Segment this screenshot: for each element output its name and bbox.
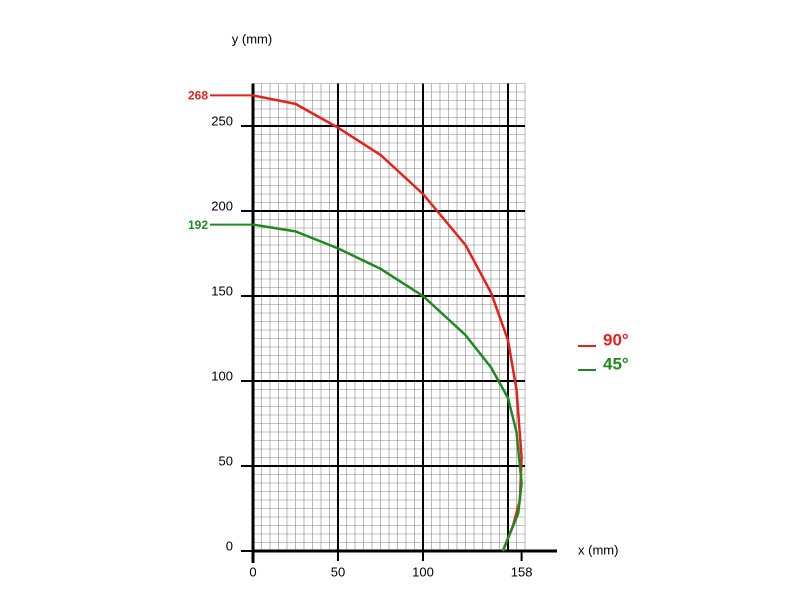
series-line xyxy=(252,94,523,552)
legend-label: 90° xyxy=(603,330,629,349)
annotation-label: 192 xyxy=(188,218,208,232)
y-axis-label: y (mm) xyxy=(232,31,272,46)
series-line xyxy=(252,223,523,552)
legend-label: 45° xyxy=(603,354,629,373)
x-tick-label: 100 xyxy=(412,564,434,579)
y-tick-label: 50 xyxy=(219,453,233,468)
y-tick-label: 150 xyxy=(211,283,233,298)
x-tick-label: 158 xyxy=(511,564,533,579)
y-tick-label: 200 xyxy=(211,198,233,213)
x-tick-label: 0 xyxy=(249,564,256,579)
y-tick-label: 250 xyxy=(211,113,233,128)
y-tick-label: 0 xyxy=(226,538,233,553)
annotation-label: 268 xyxy=(188,89,208,103)
x-axis-label: x (mm) xyxy=(578,542,618,557)
x-tick-label: 50 xyxy=(331,564,345,579)
y-tick-label: 100 xyxy=(211,368,233,383)
